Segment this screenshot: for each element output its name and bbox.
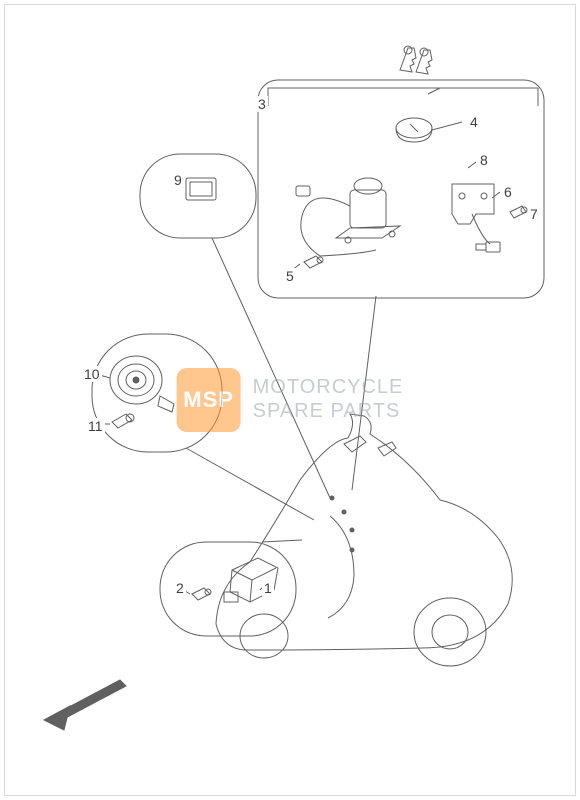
line-art [0,0,580,800]
callout-2: 2 [174,580,186,596]
callout-8: 8 [478,152,490,168]
callout-9: 9 [172,172,184,188]
scooter-outline [216,414,512,666]
front-arrow [44,680,126,730]
callout-5: 5 [284,268,296,284]
callout-3: 3 [256,96,268,112]
diagram-canvas: 1 2 3 4 5 6 7 8 9 10 11 MSP MOTORCYCLE S… [0,0,580,800]
group-frames [92,80,544,636]
callout-4: 4 [468,114,480,130]
relay-part [186,178,216,200]
callout-10: 10 [82,366,102,382]
horn-part [96,356,174,428]
callout-11: 11 [86,418,105,434]
callout-7: 7 [528,206,540,222]
callout-6: 6 [502,184,514,200]
callout-1: 1 [262,580,274,596]
